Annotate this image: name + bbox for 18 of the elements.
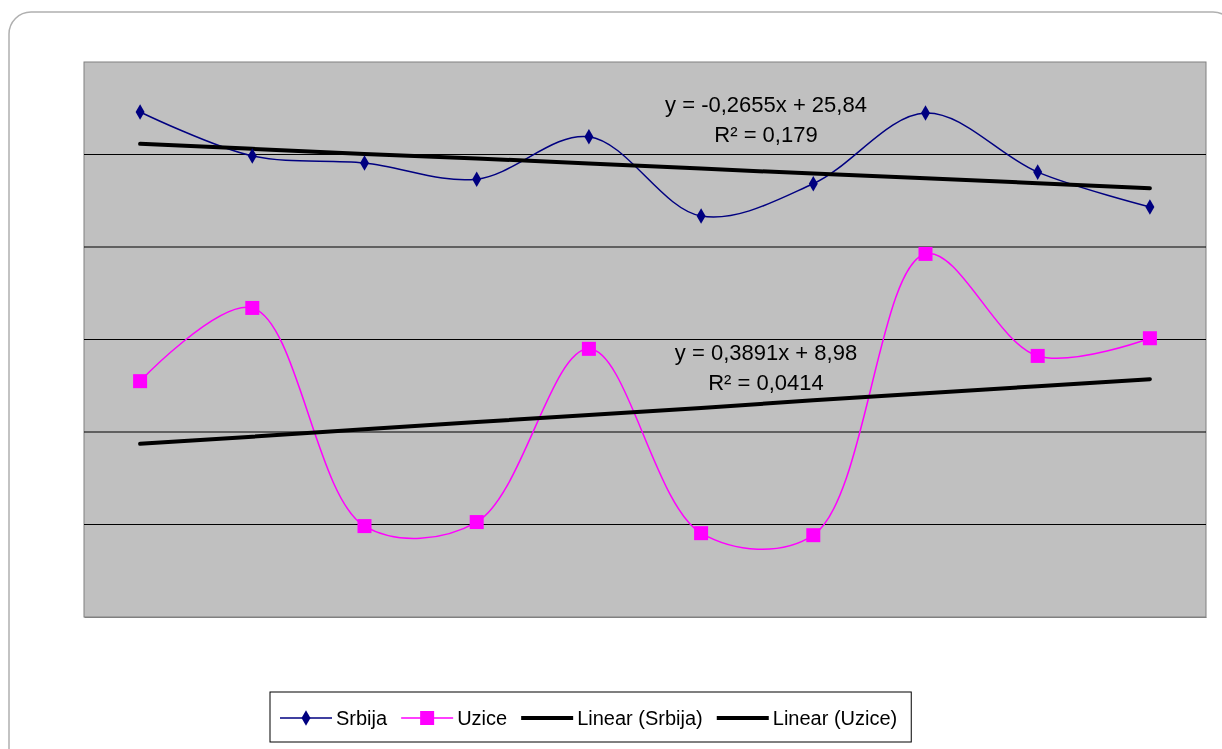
point (1142, 331, 1157, 346)
legend-label: Linear (Srbija) (577, 707, 703, 729)
legend-label: Uzice (457, 707, 508, 729)
point (918, 246, 933, 261)
annotation: R² = 0,179 (714, 122, 818, 147)
point (581, 341, 596, 356)
point (357, 519, 372, 534)
legend-label: Linear (Uzice) (772, 707, 898, 729)
annotation: R² = 0,0414 (708, 370, 824, 395)
point (469, 515, 484, 530)
point (245, 300, 260, 315)
annotation: y = 0,3891x + 8,98 (674, 340, 858, 365)
point (133, 374, 148, 389)
point (806, 528, 821, 543)
point (694, 526, 709, 541)
point (1030, 348, 1045, 363)
annotation: y = -0,2655x + 25,84 (665, 92, 867, 117)
legend-label: Srbija (336, 707, 389, 729)
